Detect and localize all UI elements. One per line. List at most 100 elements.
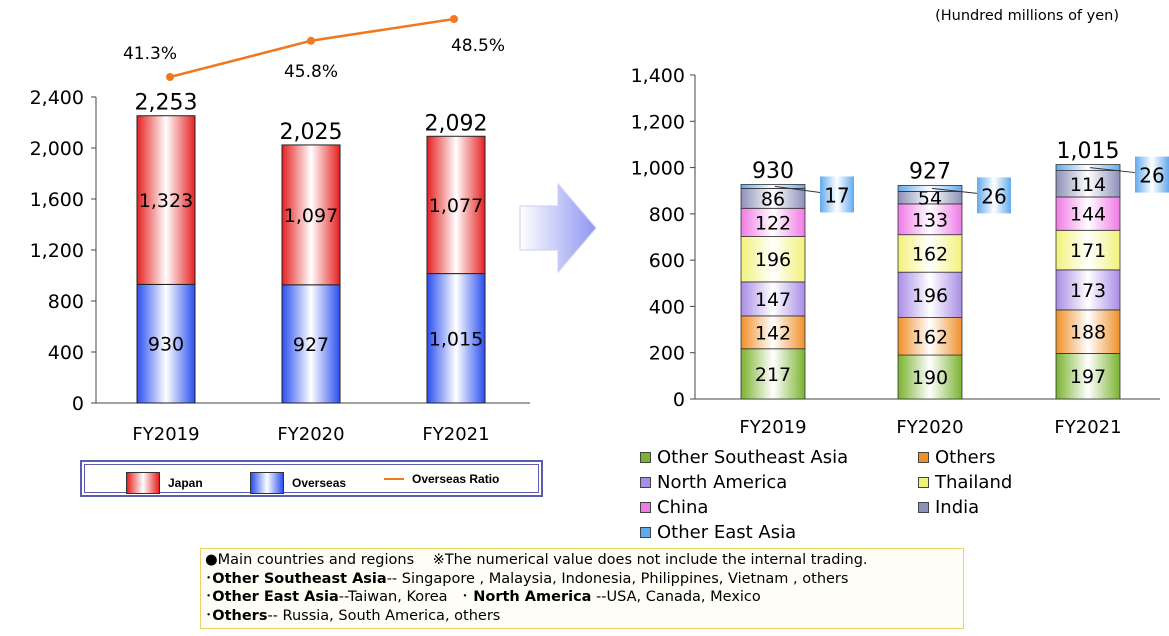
legend-swatch-others — [918, 452, 929, 463]
bar-value-label: 162 — [912, 326, 948, 348]
legend-label-other-southeast-asia: Other Southeast Asia — [657, 447, 849, 468]
notes-line-3: ･Other East Asia--Taiwan, Korea ･ North … — [205, 588, 959, 607]
bar-value-label: 162 — [912, 243, 948, 265]
legend-swatch-china — [640, 502, 651, 513]
ratio-label: 45.8% — [284, 62, 338, 82]
bar-segment-overseas — [426, 273, 486, 404]
y-tick-label: 400 — [649, 296, 685, 318]
bar-value-label: 133 — [912, 209, 948, 231]
bar-value-label: 86 — [761, 188, 785, 210]
unit-note: (Hundred millions of yen) — [935, 8, 1119, 24]
legend-swatch-north-america — [640, 477, 651, 488]
bar-segment-other-southeast-asia — [740, 348, 806, 400]
bar-segment-thailand — [897, 234, 963, 273]
callout-box — [1135, 156, 1169, 193]
bar-segment-other-southeast-asia — [897, 354, 963, 400]
y-tick-label: 800 — [48, 291, 84, 313]
bar-value-label: 1,097 — [284, 205, 338, 227]
x-tick-label: FY2019 — [739, 417, 806, 438]
x-tick-label: FY2020 — [896, 417, 963, 438]
callout-box — [820, 176, 854, 213]
bar-segment-china — [897, 203, 963, 236]
bar-total-label: 2,253 — [135, 91, 198, 116]
notes-text-north-america: --USA, Canada, Mexico — [591, 589, 761, 606]
legend-label-thailand: Thailand — [935, 472, 1013, 493]
bar-value-label: 173 — [1070, 280, 1106, 302]
x-tick-label: FY2021 — [422, 424, 489, 445]
notes-label-others: Others — [212, 607, 268, 624]
notes-bullet: ･ — [205, 570, 213, 587]
right-chart: 0 200 400 600 800 1,000 1,200 1,400 217 142 147 196… — [631, 65, 1169, 438]
ratio-point — [450, 15, 458, 23]
bar-value-label: 147 — [755, 289, 791, 311]
notes-disclaimer: ※The numerical value does not include th… — [432, 552, 868, 568]
bar-segment-other-east-asia — [740, 184, 806, 189]
y-tick-label: 400 — [48, 342, 84, 364]
legend-label-china: China — [657, 497, 709, 518]
bar-value-label: 1,015 — [429, 328, 483, 350]
bar-total-label: 1,015 — [1057, 139, 1120, 164]
bar-value-label: 197 — [1070, 366, 1106, 388]
legend-swatch-ratio — [384, 478, 404, 480]
notes-text-other-east-asia: --Taiwan, Korea — [338, 589, 448, 606]
legend-label-north-america: North America — [657, 472, 788, 493]
callout-box — [977, 177, 1011, 214]
bar-value-label: 114 — [1070, 174, 1106, 196]
notes-line-4: ･Others-- Russia, South America, others — [205, 607, 959, 626]
ratio-label: 41.3% — [123, 44, 177, 64]
notes-bullet: ･ — [205, 607, 213, 624]
x-tick-label: FY2021 — [1054, 417, 1121, 438]
notes-text-other-southeast-asia: -- Singapore , Malaysia, Indonesia, Phil… — [386, 570, 849, 587]
callout-leader — [774, 185, 821, 193]
legend-item-overseas-ratio: Overseas Ratio — [384, 472, 499, 486]
bar-value-label: 171 — [1070, 240, 1106, 262]
y-tick-label: 800 — [649, 204, 685, 226]
bar-value-label: 927 — [293, 334, 329, 356]
y-tick-label: 600 — [649, 250, 685, 272]
bar-value-label: 930 — [148, 334, 184, 356]
legend-item-other-east-asia: Other East Asia — [640, 522, 796, 543]
transition-arrow-icon — [519, 182, 597, 274]
bar-value-label: 196 — [755, 249, 791, 271]
bar-segment-north-america — [897, 271, 963, 318]
legend-label-japan: Japan — [168, 476, 203, 490]
legend-swatch-japan — [126, 472, 160, 494]
bar-segment-other-east-asia — [1055, 164, 1121, 171]
bar-value-label: 17 — [824, 183, 849, 207]
notes-box: ●Main countries and regions ※The numeric… — [200, 548, 964, 629]
bar-segment-others — [740, 315, 806, 350]
y-tick-label: 1,000 — [631, 158, 685, 180]
legend-swatch-other-southeast-asia — [640, 452, 651, 463]
bar-segment-china — [1055, 196, 1121, 231]
notes-line-1: ●Main countries and regions ※The numeric… — [205, 551, 959, 570]
legend-label-ratio: Overseas Ratio — [412, 472, 500, 486]
legend-item-japan: Japan — [126, 472, 203, 494]
legend-item-india: India — [918, 497, 979, 518]
bar-value-label: 122 — [755, 212, 791, 234]
notes-text-others: -- Russia, South America, others — [267, 607, 501, 624]
x-tick-label: FY2020 — [277, 424, 344, 445]
legend-item-north-america: North America — [640, 472, 787, 493]
legend-swatch-india — [918, 502, 929, 513]
bar-total-label: 927 — [909, 159, 951, 184]
ratio-point — [166, 73, 174, 81]
bar-total-label: 2,025 — [280, 120, 343, 145]
bar-value-label: 188 — [1070, 322, 1106, 344]
y-tick-label: 200 — [649, 343, 685, 365]
y-tick-label: 1,400 — [631, 65, 685, 87]
notes-label-other-southeast-asia: Other Southeast Asia — [212, 570, 387, 587]
ratio-point — [307, 36, 315, 45]
bar-segment-others — [897, 317, 963, 356]
y-tick-label: 1,600 — [30, 189, 84, 211]
bar-value-label: 26 — [1139, 164, 1164, 188]
legend-swatch-thailand — [918, 477, 929, 488]
bar-value-label: 196 — [912, 285, 948, 307]
legend-label-other-east-asia: Other East Asia — [657, 522, 797, 543]
bar-value-label: 1,077 — [429, 195, 483, 217]
callout-leader — [931, 187, 978, 194]
bar-segment-other-east-asia — [897, 184, 963, 192]
bar-segment-north-america — [740, 281, 806, 317]
bar-value-label: 1,323 — [139, 190, 193, 212]
